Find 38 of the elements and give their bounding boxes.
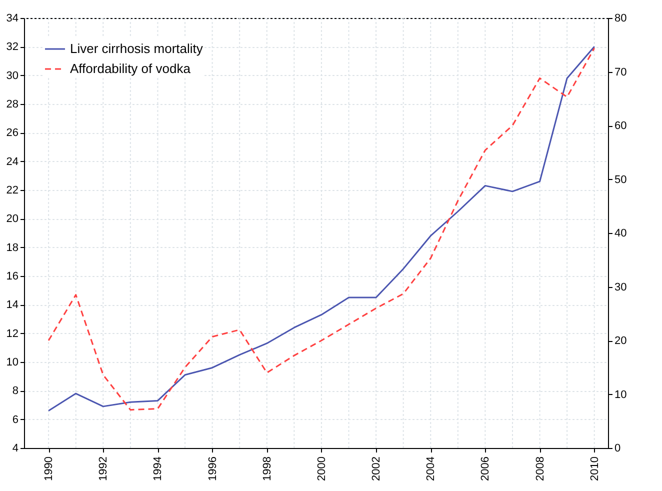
y-tick-label: 26	[6, 127, 18, 140]
x-tick-label: 2000	[316, 456, 328, 481]
y2-tick-label: 10	[614, 388, 627, 401]
x-tick-label: 1998	[261, 456, 274, 481]
y-tick-label: 22	[6, 184, 18, 196]
y-tick-label: 32	[6, 41, 18, 54]
y-tick-label: 10	[6, 356, 18, 368]
y-tick-label: 28	[6, 98, 18, 110]
y-tick-label: 30	[6, 70, 18, 82]
y-tick-label: 12	[6, 328, 18, 340]
legend-label: Liver cirrhosis mortality	[70, 41, 204, 56]
y2-tick-label: 60	[614, 120, 627, 132]
x-tick-label: 1996	[206, 456, 219, 481]
y-tick-label: 34	[6, 12, 18, 24]
legend-label: Affordability of vodka	[70, 61, 192, 76]
x-tick-label: 2006	[480, 456, 492, 481]
y-tick-label: 4	[12, 442, 18, 454]
x-tick-label: 2004	[425, 456, 438, 481]
y2-tick-label: 50	[614, 174, 627, 186]
x-tick-label: 1994	[152, 456, 164, 481]
y2-tick-label: 30	[614, 281, 627, 294]
x-tick-label: 2008	[534, 456, 546, 481]
x-tick-label: 1990	[43, 456, 56, 481]
x-tick-label: 2002	[370, 456, 383, 481]
y-tick-label: 6	[12, 414, 18, 426]
y2-tick-label: 0	[614, 442, 621, 454]
y-tick-label: 14	[6, 299, 18, 312]
x-tick-label: 2010	[588, 456, 601, 481]
y-tick-label: 8	[12, 385, 18, 398]
y2-tick-label: 20	[614, 335, 627, 347]
y2-tick-label: 80	[614, 12, 627, 24]
y-tick-label: 16	[6, 270, 18, 282]
y-tick-label: 24	[6, 156, 18, 168]
y-tick-label: 20	[6, 213, 18, 226]
y2-tick-label: 40	[614, 228, 627, 240]
x-tick-label: 1992	[98, 456, 110, 481]
y-tick-label: 18	[6, 242, 18, 254]
y2-tick-label: 70	[614, 66, 627, 78]
